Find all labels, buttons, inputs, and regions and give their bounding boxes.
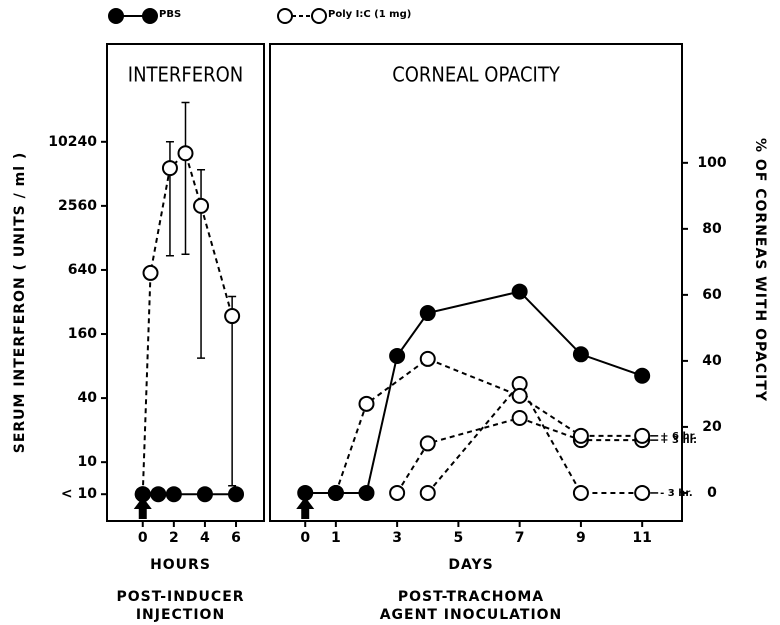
data-point — [165, 486, 182, 503]
x-tick-label: 7 — [515, 530, 525, 546]
y-tick-label: 10240 — [48, 134, 97, 150]
series-label: + 6 hr. — [660, 431, 697, 442]
error-bar — [165, 141, 174, 257]
data-point — [142, 264, 159, 281]
data-point — [572, 427, 589, 444]
error-bar — [181, 101, 190, 255]
error-bar — [228, 295, 237, 487]
legend-marker — [277, 8, 293, 24]
x-tick-label: 6 — [231, 530, 241, 546]
x-axis-label: HOURS — [150, 557, 211, 573]
data-point — [511, 283, 528, 300]
panel-title: INTERFERON — [128, 63, 243, 87]
data-point — [228, 486, 245, 503]
y-tick-label: 60 — [702, 287, 722, 303]
panel-title: CORNEAL OPACITY — [392, 63, 561, 87]
y-tick-label: 20 — [702, 419, 722, 435]
x-tick-label: 9 — [576, 530, 586, 546]
data-point — [297, 484, 314, 501]
data-point — [196, 486, 213, 503]
data-point — [150, 486, 167, 503]
x-axis-label: DAYS — [448, 557, 493, 573]
data-point — [327, 484, 344, 501]
inducer-arrow — [296, 497, 315, 519]
x-axis-sublabel: POST-TRACHOMA — [398, 589, 544, 605]
x-tick-label: 11 — [632, 530, 651, 546]
data-point — [161, 160, 178, 177]
data-point — [634, 484, 651, 501]
data-point — [134, 486, 151, 503]
y-tick-label: < 10 — [61, 486, 97, 502]
series-label: - 3 hr. — [660, 488, 693, 499]
x-tick-label: 3 — [392, 530, 402, 546]
x-axis-sublabel: AGENT INOCULATION — [380, 607, 563, 623]
legend-label: PBS — [159, 9, 181, 20]
y-tick-label: 10 — [78, 454, 98, 470]
x-tick-label: 0 — [300, 530, 310, 546]
y-axis-label: % OF CORNEAS WITH OPACITY — [752, 138, 768, 402]
y-tick-label: 0 — [707, 485, 717, 501]
data-point — [511, 410, 528, 427]
x-tick-label: 5 — [454, 530, 464, 546]
data-point — [389, 484, 406, 501]
legend-label: Poly I:C (1 mg) — [328, 9, 411, 20]
data-point — [634, 427, 651, 444]
y-tick-label: 40 — [702, 353, 722, 369]
data-point — [389, 347, 406, 364]
x-tick-label: 0 — [138, 530, 148, 546]
data-point — [358, 484, 375, 501]
inducer-arrow — [133, 497, 152, 519]
data-point — [224, 308, 241, 325]
series-line — [141, 151, 234, 495]
data-point — [572, 346, 589, 363]
series-line — [396, 416, 643, 494]
data-point — [177, 145, 194, 162]
y-tick-label: 2560 — [58, 198, 97, 214]
series-line — [334, 357, 643, 494]
y-tick-label: 160 — [68, 326, 97, 342]
data-point — [572, 484, 589, 501]
data-point — [193, 197, 210, 214]
y-tick-label: 640 — [68, 262, 97, 278]
y-tick-label: 40 — [78, 390, 98, 406]
series-line — [305, 290, 643, 494]
data-point — [634, 367, 651, 384]
data-point — [511, 387, 528, 404]
x-tick-label: 2 — [169, 530, 179, 546]
x-axis-sublabel: INJECTION — [136, 607, 225, 623]
legend-marker — [108, 8, 124, 24]
data-point — [419, 350, 436, 367]
legend-marker — [311, 8, 327, 24]
x-axis-sublabel: POST-INDUCER — [116, 589, 244, 605]
y-axis-label: SERUM INTERFERON ( UNITS / ml ) — [12, 152, 28, 454]
legend-marker — [142, 8, 158, 24]
data-point — [419, 305, 436, 322]
series-label: + 3 hr. — [660, 435, 697, 446]
data-point — [419, 484, 436, 501]
series-line — [426, 382, 643, 494]
plot-frame — [269, 43, 683, 522]
x-tick-label: 4 — [200, 530, 210, 546]
y-tick-label: 80 — [702, 221, 722, 237]
x-tick-label: 1 — [331, 530, 341, 546]
plot-frame — [106, 43, 265, 522]
y-tick-label: 100 — [697, 155, 726, 171]
data-point — [358, 395, 375, 412]
data-point — [419, 435, 436, 452]
